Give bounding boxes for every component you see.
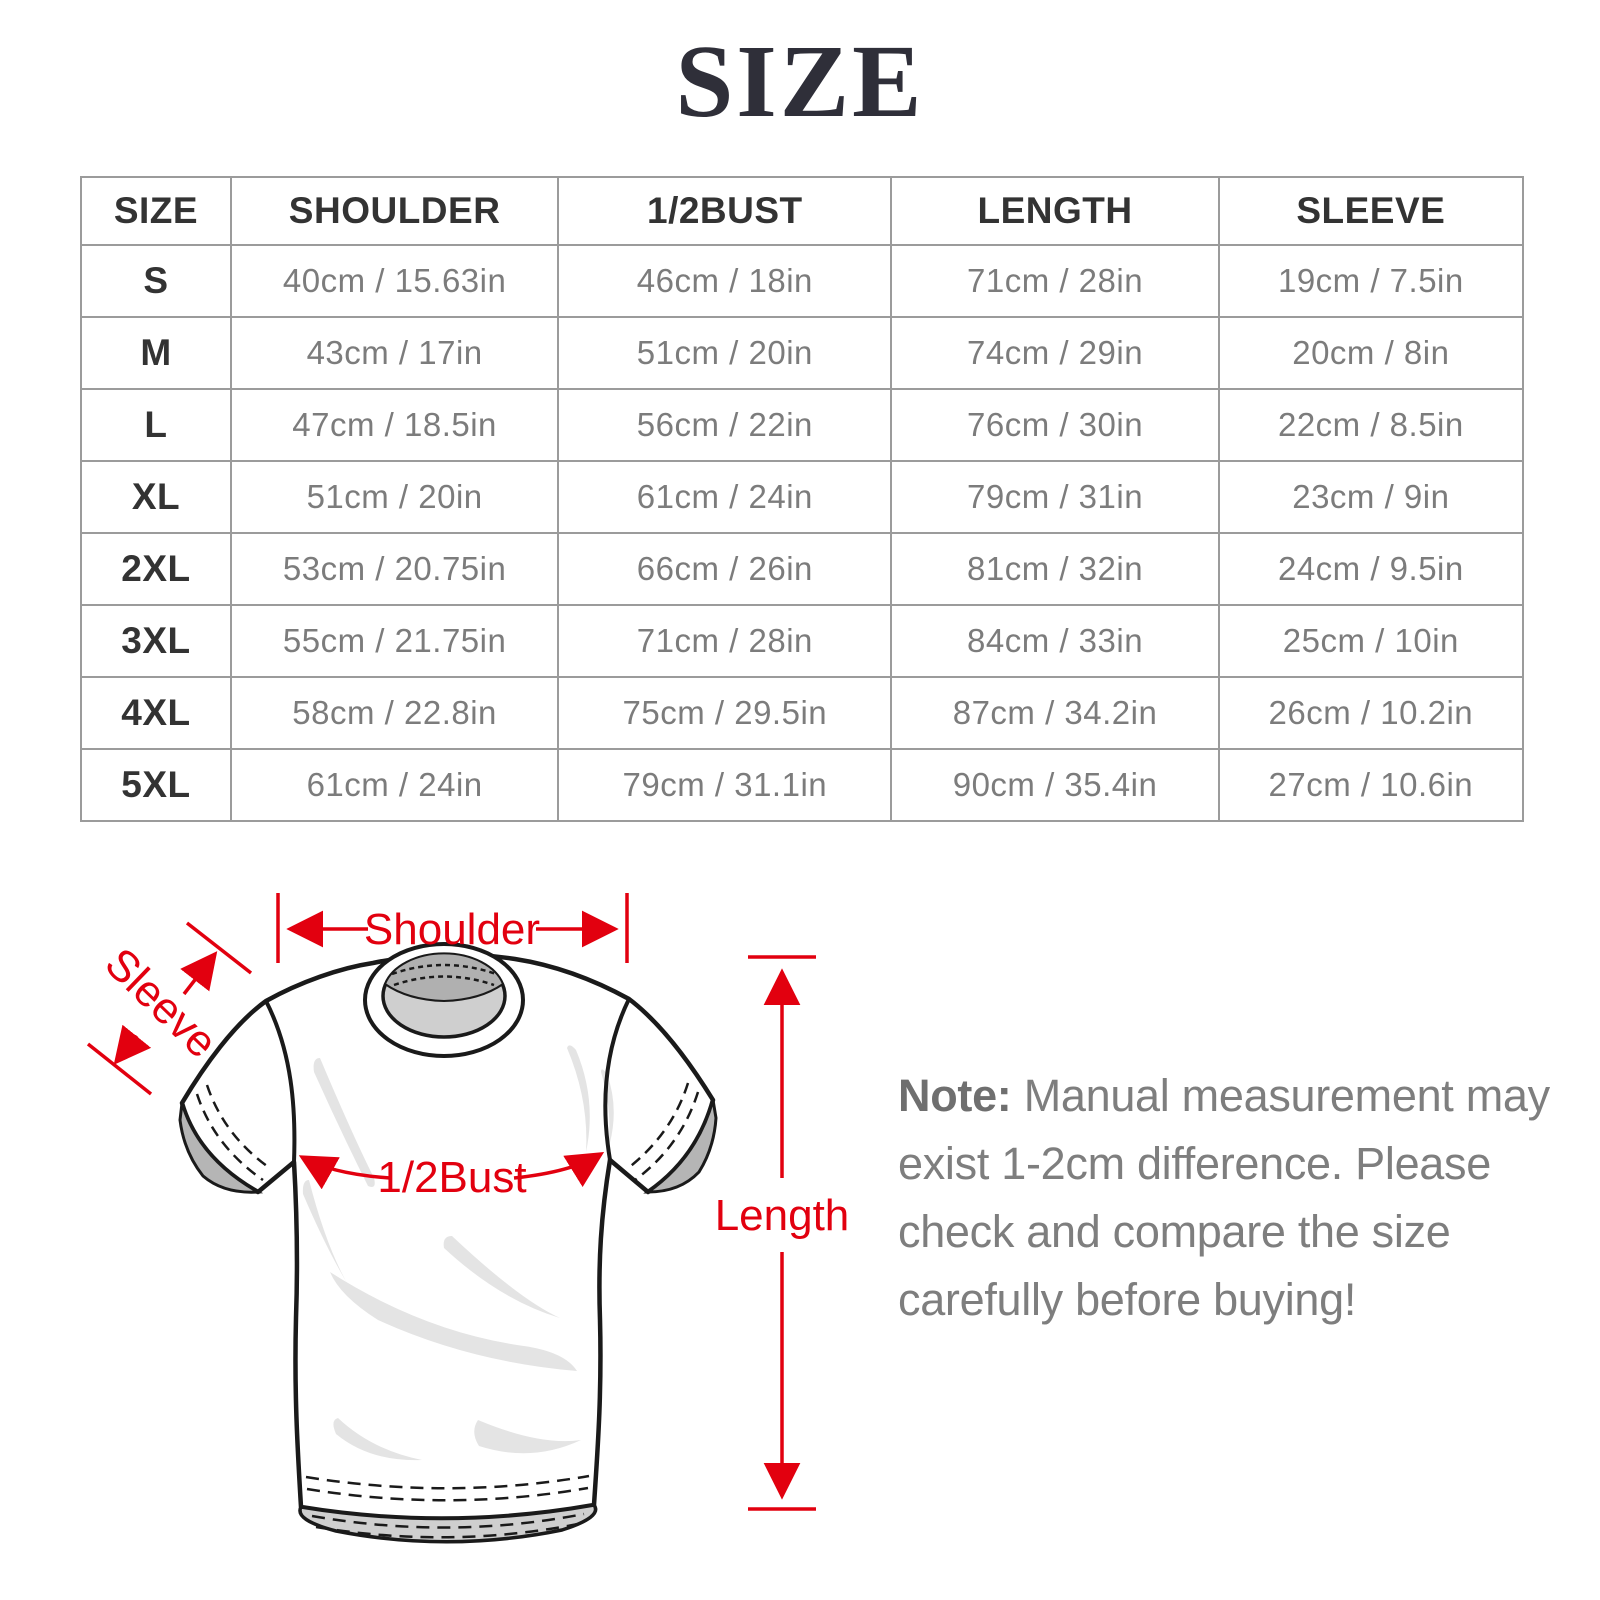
sleeve-value: 23cm / 9in (1217, 460, 1525, 534)
sleeve-lower-tick (86, 1042, 153, 1096)
length-value: 84cm / 33in (890, 604, 1220, 678)
size-label: 4XL (80, 676, 232, 750)
shoulder-value: 53cm / 20.75in (229, 532, 560, 606)
shoulder-annotation: Shoulder (276, 893, 629, 963)
sleeve-value: 25cm / 10in (1217, 604, 1525, 678)
bust-value: 79cm / 31.1in (557, 748, 893, 822)
shoulder-value: 47cm / 18.5in (229, 388, 560, 462)
size-row-m: M 43cm / 17in 51cm / 20in 74cm / 29in 20… (80, 316, 1525, 390)
column-header-length: LENGTH (890, 176, 1220, 246)
note-text: Manual measurement may (1023, 1070, 1550, 1121)
shoulder-value: 58cm / 22.8in (229, 676, 560, 750)
length-annotation: Length (715, 955, 850, 1511)
right-cuff-underside (643, 1099, 718, 1194)
sleeve-value: 24cm / 9.5in (1217, 532, 1525, 606)
size-row-3xl: 3XL 55cm / 21.75in 71cm / 28in 84cm / 33… (80, 604, 1525, 678)
length-value: 90cm / 35.4in (890, 748, 1220, 822)
note-line: exist 1-2cm difference. Please (898, 1138, 1491, 1189)
size-row-4xl: 4XL 58cm / 22.8in 75cm / 29.5in 87cm / 3… (80, 676, 1525, 750)
page-title: SIZE (675, 24, 925, 139)
size-label: 3XL (80, 604, 232, 678)
length-value: 74cm / 29in (890, 316, 1220, 390)
bust-value: 61cm / 24in (557, 460, 893, 534)
collar-stitching (391, 963, 497, 987)
bust-value: 71cm / 28in (557, 604, 893, 678)
column-header-bust: 1/2BUST (557, 176, 893, 246)
shoulder-value: 40cm / 15.63in (229, 244, 560, 318)
bust-arrow-right (513, 1152, 605, 1188)
tshirt-drawing (178, 942, 718, 1544)
bust-annotation: 1/2Bust (298, 1152, 605, 1202)
bust-value: 56cm / 22in (557, 388, 893, 462)
sleeve-value: 20cm / 8in (1217, 316, 1525, 390)
size-row-xl: XL 51cm / 20in 61cm / 24in 79cm / 31in 2… (80, 460, 1525, 534)
length-value: 79cm / 31in (890, 460, 1220, 534)
size-label: 5XL (80, 748, 232, 822)
column-header-size: SIZE (80, 176, 232, 246)
bust-value: 75cm / 29.5in (557, 676, 893, 750)
length-value: 87cm / 34.2in (890, 676, 1220, 750)
size-label: S (80, 244, 232, 318)
length-label: Length (715, 1191, 850, 1240)
collar-back-band (383, 952, 505, 1003)
left-cuff-underside (178, 1102, 264, 1194)
size-label: 2XL (80, 532, 232, 606)
tshirt-measurement-diagram: Shoulder Sleeve 1/2Bust Length (86, 893, 850, 1544)
note-prefix: Note: (898, 1070, 1012, 1121)
hem-underside (298, 1503, 598, 1544)
size-row-5xl: 5XL 61cm / 24in 79cm / 31.1in 90cm / 35.… (80, 748, 1525, 822)
hem-stitching (305, 1474, 590, 1539)
sleeve-arrow-up (180, 951, 218, 996)
measurement-note: Note: Manual measurement may exist 1-2cm… (898, 1062, 1550, 1334)
bust-label: 1/2Bust (377, 1153, 526, 1202)
size-label: L (80, 388, 232, 462)
shoulder-value: 51cm / 20in (229, 460, 560, 534)
sleeve-label: Sleeve (96, 939, 227, 1068)
tshirt-wrinkles (302, 1045, 614, 1461)
shoulder-value: 43cm / 17in (229, 316, 560, 390)
size-label: XL (80, 460, 232, 534)
size-row-l: L 47cm / 18.5in 56cm / 22in 76cm / 30in … (80, 388, 1525, 462)
cuff-stitching (195, 1082, 700, 1182)
size-label: M (80, 316, 232, 390)
shoulder-value: 61cm / 24in (229, 748, 560, 822)
sleeve-value: 19cm / 7.5in (1217, 244, 1525, 318)
note-line: carefully before buying! (898, 1274, 1357, 1325)
bust-value: 66cm / 26in (557, 532, 893, 606)
sleeve-arrow-down (113, 1024, 152, 1065)
size-row-2xl: 2XL 53cm / 20.75in 66cm / 26in 81cm / 32… (80, 532, 1525, 606)
size-table-header-row: SIZE SHOULDER 1/2BUST LENGTH SLEEVE (80, 176, 1525, 246)
size-row-s: S 40cm / 15.63in 46cm / 18in 71cm / 28in… (80, 244, 1525, 318)
collar (363, 942, 525, 1058)
bust-value: 46cm / 18in (557, 244, 893, 318)
sleeve-value: 26cm / 10.2in (1217, 676, 1525, 750)
shoulder-label: Shoulder (364, 905, 540, 954)
bust-arrow-left (298, 1155, 391, 1190)
column-header-sleeve: SLEEVE (1217, 176, 1525, 246)
length-value: 81cm / 32in (890, 532, 1220, 606)
sleeve-value: 22cm / 8.5in (1217, 388, 1525, 462)
length-value: 71cm / 28in (890, 244, 1220, 318)
size-table: SIZE SHOULDER 1/2BUST LENGTH SLEEVE S 40… (80, 176, 1525, 822)
length-value: 76cm / 30in (890, 388, 1220, 462)
sleeve-upper-tick (185, 921, 253, 975)
column-header-shoulder: SHOULDER (229, 176, 560, 246)
right-armhole-seam (603, 998, 631, 1161)
note-line: check and compare the size (898, 1206, 1451, 1257)
bust-value: 51cm / 20in (557, 316, 893, 390)
sleeve-value: 27cm / 10.6in (1217, 748, 1525, 822)
note-line: Note: Manual measurement may (898, 1062, 1550, 1130)
left-armhole-seam (264, 1000, 297, 1163)
shoulder-value: 55cm / 21.75in (229, 604, 560, 678)
